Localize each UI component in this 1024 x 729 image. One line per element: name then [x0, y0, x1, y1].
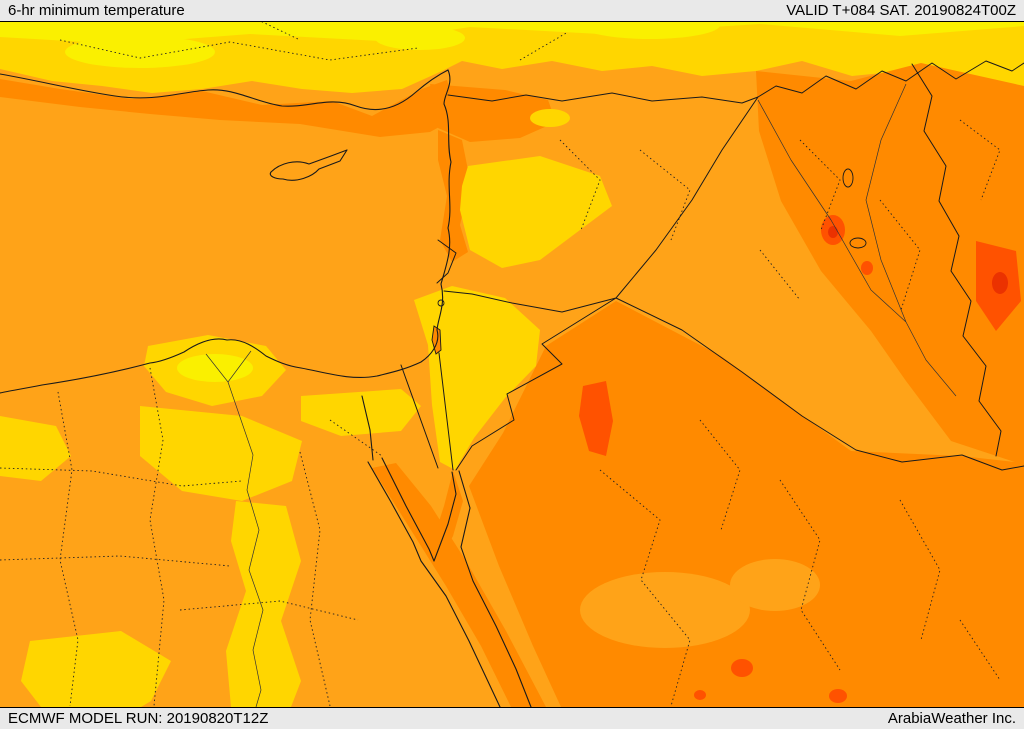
temp-region-hot-south — [731, 659, 753, 677]
sea-of-galilee — [437, 299, 445, 307]
temp-region-yellow-egypt — [140, 406, 302, 501]
temp-region-yellow-nile-valley — [226, 501, 301, 707]
lake-tharthar — [842, 168, 854, 188]
footer-bar: ECMWF MODEL RUN: 20190820T12Z ArabiaWeat… — [0, 707, 1024, 729]
temp-region-dark-turkey-coast — [0, 79, 452, 137]
brand-label: ArabiaWeather Inc. — [887, 709, 1016, 727]
rivers — [205, 83, 957, 708]
lake-habbaniyah — [849, 237, 867, 249]
cyprus-coastline — [269, 149, 348, 181]
temp-region-bright-patch — [65, 36, 215, 68]
temp-region-hot-south — [829, 689, 847, 703]
header-bar: 6-hr minimum temperature VALID T+084 SAT… — [0, 0, 1024, 22]
temp-region-orange-pocket — [580, 572, 750, 648]
red-sea-coastlines — [361, 395, 532, 708]
temp-region-dark-northeast-iraq — [756, 63, 1024, 465]
map-title: 6-hr minimum temperature — [8, 1, 185, 19]
temp-region-orange-pocket — [730, 559, 820, 611]
temp-region-hot-iraq-2 — [861, 261, 873, 275]
temp-region-dark-levant-coast — [438, 130, 470, 262]
temp-region-hot-south — [694, 690, 706, 700]
admin-boundary-layer — [0, 15, 1001, 707]
temp-region-hot-saudi — [579, 381, 613, 456]
temp-region-yellow-sinai — [301, 389, 421, 436]
temp-region-hottest-east-edge — [992, 272, 1008, 294]
admin-boundaries-west — [0, 15, 569, 707]
temp-region-yellow-syria — [460, 156, 612, 268]
temp-region-yellow-patch — [530, 109, 570, 127]
river-layer — [205, 83, 957, 708]
temp-region-bright-delta-core — [177, 354, 253, 382]
temp-region-bright-patch — [375, 26, 465, 50]
temp-region-yellow-rift-jordan — [414, 286, 540, 470]
country-border-layer — [400, 60, 1024, 471]
temp-region-dark-gulf-aqaba — [431, 471, 463, 563]
temp-region-hottest-iraq — [828, 226, 838, 238]
country-borders — [400, 60, 1024, 471]
temp-region-dark-hatay — [430, 84, 556, 142]
admin-boundaries-east — [559, 119, 1001, 707]
dead-sea — [431, 325, 442, 355]
mediterranean-coastline — [0, 69, 452, 394]
valid-time-label: VALID T+084 SAT. 20190824T00Z — [786, 1, 1016, 19]
water-bodies-layer — [431, 168, 867, 355]
model-run-label: ECMWF MODEL RUN: 20190820T12Z — [8, 709, 269, 727]
coastline-layer — [0, 69, 532, 708]
temp-region-yellow-egypt-west — [0, 416, 71, 481]
temp-region-yellow-egypt-southwest — [21, 631, 171, 707]
